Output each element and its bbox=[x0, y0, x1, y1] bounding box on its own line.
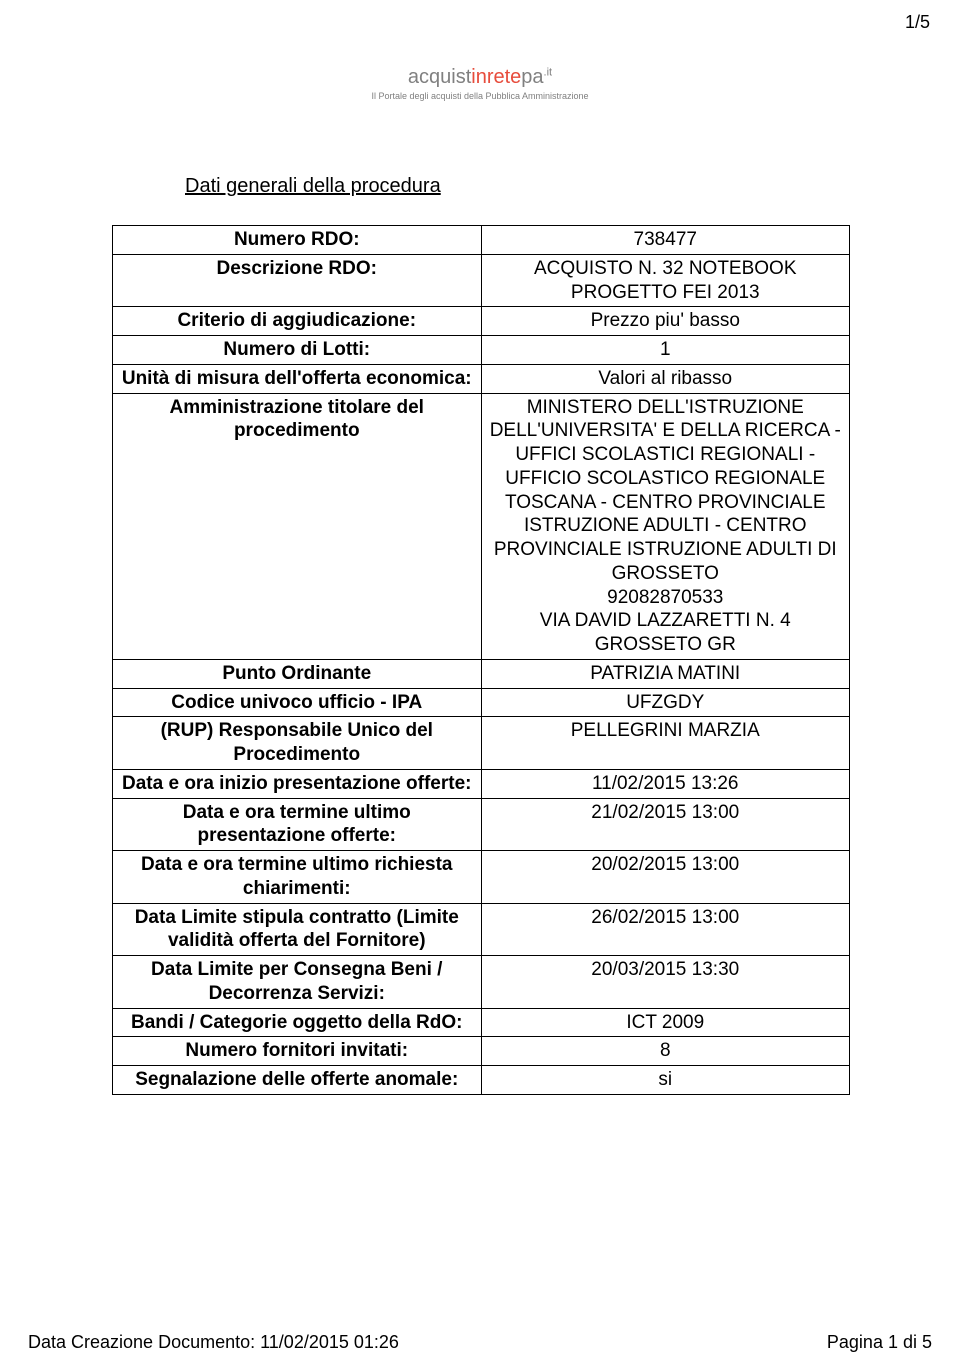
row-label: Data Limite per Consegna Beni / Decorren… bbox=[113, 956, 482, 1009]
table-row: Codice univoco ufficio - IPAUFZGDY bbox=[113, 688, 850, 717]
row-value: 20/03/2015 13:30 bbox=[481, 956, 850, 1009]
row-value: 21/02/2015 13:00 bbox=[481, 798, 850, 851]
row-label: Unità di misura dell'offerta economica: bbox=[113, 364, 482, 393]
row-label: Data Limite stipula contratto (Limite va… bbox=[113, 903, 482, 956]
row-label: Bandi / Categorie oggetto della RdO: bbox=[113, 1008, 482, 1037]
logo-text-inrete: inrete bbox=[471, 66, 521, 88]
footer-left: Data Creazione Documento: 11/02/2015 01:… bbox=[28, 1332, 399, 1353]
row-label: Data e ora termine ultimo richiesta chia… bbox=[113, 851, 482, 904]
section-title: Dati generali della procedura bbox=[185, 175, 441, 198]
table-row: Numero fornitori invitati:8 bbox=[113, 1037, 850, 1066]
row-label: Numero fornitori invitati: bbox=[113, 1037, 482, 1066]
row-label: (RUP) Responsabile Unico del Procediment… bbox=[113, 717, 482, 770]
table-row: Unità di misura dell'offerta economica:V… bbox=[113, 364, 850, 393]
table-row: Criterio di aggiudicazione:Prezzo piu' b… bbox=[113, 307, 850, 336]
table-row: Data e ora termine ultimo presentazione … bbox=[113, 798, 850, 851]
row-label: Data e ora inizio presentazione offerte: bbox=[113, 769, 482, 798]
row-value: Valori al ribasso bbox=[481, 364, 850, 393]
logo-subtitle: Il Portale degli acquisti della Pubblica… bbox=[371, 91, 588, 102]
row-label: Descrizione RDO: bbox=[113, 254, 482, 307]
row-label: Amministrazione titolare del procediment… bbox=[113, 393, 482, 659]
row-label: Codice univoco ufficio - IPA bbox=[113, 688, 482, 717]
page-footer: Data Creazione Documento: 11/02/2015 01:… bbox=[28, 1332, 932, 1353]
table-row: Segnalazione delle offerte anomale:si bbox=[113, 1066, 850, 1095]
row-label: Numero RDO: bbox=[113, 226, 482, 255]
table-row: Amministrazione titolare del procediment… bbox=[113, 393, 850, 659]
row-value: UFZGDY bbox=[481, 688, 850, 717]
table-row: Data Limite stipula contratto (Limite va… bbox=[113, 903, 850, 956]
row-label: Punto Ordinante bbox=[113, 659, 482, 688]
table-row: (RUP) Responsabile Unico del Procediment… bbox=[113, 717, 850, 770]
site-logo: acquistinretepa.it Il Portale degli acqu… bbox=[371, 65, 588, 102]
row-value: 11/02/2015 13:26 bbox=[481, 769, 850, 798]
row-value: Prezzo piu' basso bbox=[481, 307, 850, 336]
footer-right: Pagina 1 di 5 bbox=[827, 1332, 932, 1353]
table-row: Punto OrdinantePATRIZIA MATINI bbox=[113, 659, 850, 688]
logo-brand: acquistinretepa.it bbox=[371, 65, 588, 89]
row-value: ICT 2009 bbox=[481, 1008, 850, 1037]
row-value: 20/02/2015 13:00 bbox=[481, 851, 850, 904]
table-body: Numero RDO:738477Descrizione RDO:ACQUIST… bbox=[113, 226, 850, 1095]
procedure-data-table: Numero RDO:738477Descrizione RDO:ACQUIST… bbox=[112, 225, 850, 1095]
row-value: ACQUISTO N. 32 NOTEBOOK PROGETTO FEI 201… bbox=[481, 254, 850, 307]
logo-text-pa: pa bbox=[521, 66, 543, 88]
row-value: PELLEGRINI MARZIA bbox=[481, 717, 850, 770]
row-value: 1 bbox=[481, 336, 850, 365]
table-row: Descrizione RDO:ACQUISTO N. 32 NOTEBOOK … bbox=[113, 254, 850, 307]
row-label: Segnalazione delle offerte anomale: bbox=[113, 1066, 482, 1095]
page-number-top: 1/5 bbox=[905, 12, 930, 33]
row-label: Data e ora termine ultimo presentazione … bbox=[113, 798, 482, 851]
row-value: PATRIZIA MATINI bbox=[481, 659, 850, 688]
row-label: Numero di Lotti: bbox=[113, 336, 482, 365]
row-label: Criterio di aggiudicazione: bbox=[113, 307, 482, 336]
logo-text-acq: acquist bbox=[408, 66, 471, 88]
logo-text-it: .it bbox=[544, 66, 553, 78]
table-row: Data e ora inizio presentazione offerte:… bbox=[113, 769, 850, 798]
table-row: Numero RDO:738477 bbox=[113, 226, 850, 255]
row-value: 738477 bbox=[481, 226, 850, 255]
row-value: si bbox=[481, 1066, 850, 1095]
row-value: MINISTERO DELL'ISTRUZIONE DELL'UNIVERSIT… bbox=[481, 393, 850, 659]
table-row: Data e ora termine ultimo richiesta chia… bbox=[113, 851, 850, 904]
row-value: 26/02/2015 13:00 bbox=[481, 903, 850, 956]
table-row: Bandi / Categorie oggetto della RdO:ICT … bbox=[113, 1008, 850, 1037]
table-row: Numero di Lotti:1 bbox=[113, 336, 850, 365]
row-value: 8 bbox=[481, 1037, 850, 1066]
table-row: Data Limite per Consegna Beni / Decorren… bbox=[113, 956, 850, 1009]
